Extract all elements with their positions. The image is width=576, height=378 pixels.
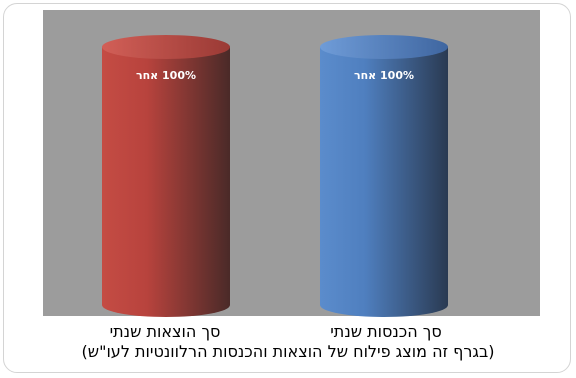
bar-expenses — [102, 47, 230, 317]
bar-income — [320, 47, 448, 317]
data-label-expenses: 100% אחר — [136, 69, 196, 82]
chart-caption: (בגרף זה מוצג פילוח של הוצאות והכנסות הר… — [81, 342, 495, 361]
bar-top-expenses — [102, 35, 230, 59]
category-label-income: סך הכנסות שנתי — [330, 322, 442, 341]
category-label-expenses: סך הוצאות שנתי — [109, 322, 221, 341]
data-label-income: 100% אחר — [354, 69, 414, 82]
bar-top-income — [320, 35, 448, 59]
